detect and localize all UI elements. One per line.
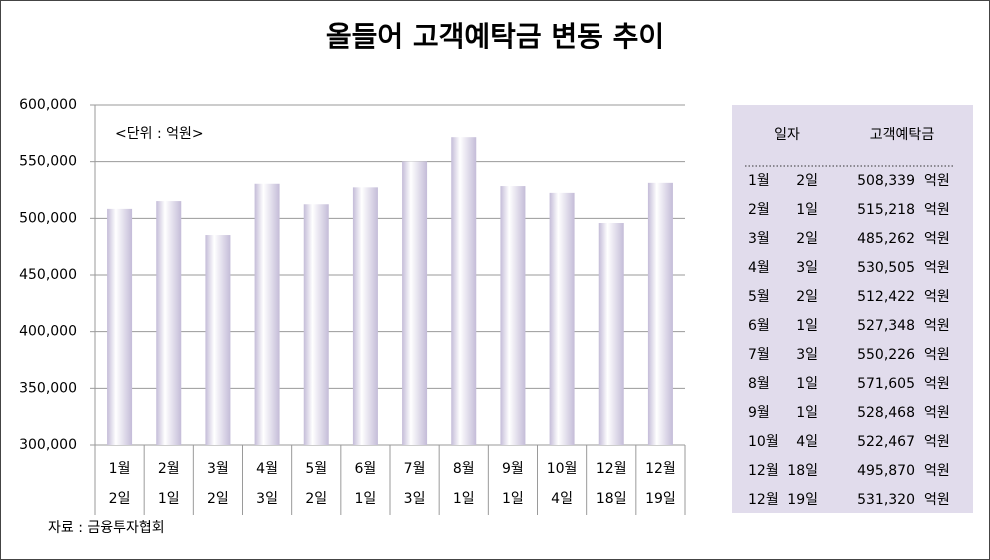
x-tick-label: 8월 <box>453 461 475 477</box>
table-day: 3일 <box>796 347 818 363</box>
x-tick-label: 5월 <box>305 461 327 477</box>
table-amount: 512,422 <box>857 289 915 305</box>
x-tick-label: 2일 <box>109 491 131 507</box>
y-tick-label: 500,000 <box>19 210 77 226</box>
bar <box>156 201 182 445</box>
x-tick-label: 2월 <box>158 461 180 477</box>
table-amount: 528,468 <box>857 405 915 421</box>
table-month: 12월 <box>748 463 779 479</box>
bar <box>598 223 624 445</box>
table-unit: 억원 <box>924 318 950 334</box>
bar <box>402 161 428 446</box>
x-tick-label: 1일 <box>355 491 377 507</box>
table-unit: 억원 <box>924 434 950 450</box>
table-day: 1일 <box>796 202 818 218</box>
table-day: 4일 <box>796 434 818 450</box>
table-month: 5월 <box>748 289 770 305</box>
y-tick-label: 300,000 <box>19 437 77 453</box>
table-header: 일자 <box>774 127 800 143</box>
y-tick-label: 450,000 <box>19 267 77 283</box>
chart-title: 올들어 고객예탁금 변동 추이 <box>326 20 664 53</box>
table-month: 3월 <box>748 231 770 247</box>
table-month: 12월 <box>748 492 779 508</box>
table-unit: 억원 <box>924 463 950 479</box>
table-unit: 억원 <box>924 347 950 363</box>
bar <box>647 182 673 445</box>
x-tick-label: 9월 <box>502 461 524 477</box>
bar <box>303 204 329 445</box>
bar <box>352 187 378 445</box>
table-header: 고객예탁금 <box>870 127 935 143</box>
x-tick-label: 1일 <box>502 491 524 507</box>
x-tick-label: 4일 <box>551 491 573 507</box>
table-unit: 억원 <box>924 289 950 305</box>
x-tick-label: 4월 <box>256 461 278 477</box>
table-day: 3일 <box>796 260 818 276</box>
y-tick-label: 350,000 <box>19 380 77 396</box>
bar <box>107 208 133 445</box>
table-amount: 531,320 <box>857 492 915 508</box>
table-amount: 530,505 <box>857 260 915 276</box>
table-month: 6월 <box>748 318 770 334</box>
source: 자료 : 금융투자협회 <box>48 520 165 536</box>
table-unit: 억원 <box>924 173 950 189</box>
y-tick-label: 600,000 <box>19 97 77 113</box>
table-amount: 527,348 <box>857 318 915 334</box>
y-tick-label: 400,000 <box>19 324 77 340</box>
x-tick-label: 6월 <box>355 461 377 477</box>
table-month: 7월 <box>748 347 770 363</box>
x-tick-label: 2일 <box>207 491 229 507</box>
table-day: 2일 <box>796 289 818 305</box>
table-month: 1월 <box>748 173 770 189</box>
x-tick-label: 18일 <box>596 491 627 507</box>
y-tick-label: 550,000 <box>19 154 77 170</box>
table-unit: 억원 <box>924 492 950 508</box>
table-amount: 495,870 <box>857 463 915 479</box>
table-amount: 550,226 <box>857 347 915 363</box>
table-day: 18일 <box>787 463 818 479</box>
table-month: 9월 <box>748 405 770 421</box>
table-amount: 522,467 <box>857 434 915 450</box>
x-tick-label: 3월 <box>207 461 229 477</box>
table-day: 19일 <box>787 492 818 508</box>
x-tick-label: 1월 <box>109 461 131 477</box>
x-tick-label: 7월 <box>404 461 426 477</box>
x-tick-label: 2일 <box>305 491 327 507</box>
table-unit: 억원 <box>924 405 950 421</box>
x-tick-label: 1일 <box>158 491 180 507</box>
table-amount: 485,262 <box>857 231 915 247</box>
x-tick-label: 1일 <box>453 491 475 507</box>
bar <box>254 183 280 446</box>
bar <box>549 192 575 445</box>
bar <box>500 186 526 446</box>
x-tick-label: 19일 <box>645 491 676 507</box>
x-tick-label: 12월 <box>596 461 627 477</box>
table-amount: 571,605 <box>857 376 915 392</box>
table-unit: 억원 <box>924 260 950 276</box>
table-day: 1일 <box>796 318 818 334</box>
unit-annotation: <단위 : 억원> <box>115 126 204 142</box>
table-unit: 억원 <box>924 376 950 392</box>
table-panel <box>732 105 973 513</box>
bar <box>451 137 477 445</box>
table-day: 1일 <box>796 376 818 392</box>
table-month: 8월 <box>748 376 770 392</box>
x-tick-label: 3일 <box>256 491 278 507</box>
x-tick-label: 10월 <box>547 461 578 477</box>
x-tick-label: 12월 <box>645 461 676 477</box>
x-tick-label: 3일 <box>404 491 426 507</box>
table-amount: 515,218 <box>857 202 915 218</box>
table-unit: 억원 <box>924 231 950 247</box>
table-month: 2월 <box>748 202 770 218</box>
table-month: 4월 <box>748 260 770 276</box>
table-amount: 508,339 <box>857 173 915 189</box>
table-day: 1일 <box>796 405 818 421</box>
table-month: 10월 <box>748 434 779 450</box>
table-unit: 억원 <box>924 202 950 218</box>
table-day: 2일 <box>796 231 818 247</box>
table-day: 2일 <box>796 173 818 189</box>
bar <box>205 235 231 445</box>
